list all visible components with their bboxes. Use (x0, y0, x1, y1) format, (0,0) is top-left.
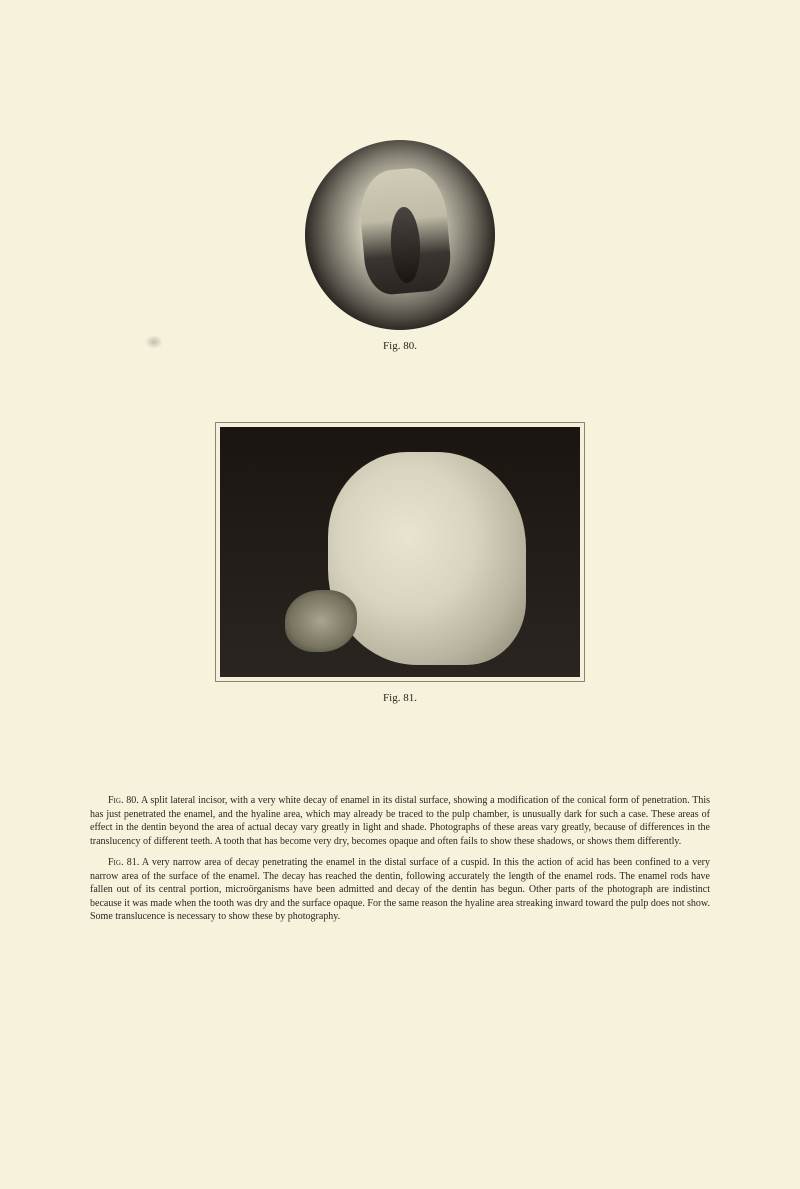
figure-80-image (305, 140, 495, 330)
caption-fig80-label: Fig. 80. (108, 795, 139, 806)
page-smudge (145, 335, 163, 349)
figure-80-label: Fig. 80. (383, 340, 417, 352)
figure-81-frame (215, 422, 585, 682)
figure-81-image (220, 427, 580, 677)
figure-81-label: Fig. 81. (383, 692, 417, 704)
caption-fig80: Fig. 80. A split lateral incisor, with a… (90, 794, 710, 848)
figure-81-container: Fig. 81. (90, 422, 710, 704)
caption-fig81: Fig. 81. A very narrow area of decay pen… (90, 856, 710, 924)
page-container: Fig. 80. Fig. 81. Fig. 80. A split later… (0, 0, 800, 1189)
figure-80-container: Fig. 80. (90, 140, 710, 352)
caption-fig81-text: A very narrow area of decay penetrating … (90, 857, 710, 922)
caption-fig80-text: A split lateral incisor, with a very whi… (90, 795, 710, 847)
caption-fig81-label: Fig. 81. (108, 857, 139, 868)
caption-block: Fig. 80. A split lateral incisor, with a… (90, 794, 710, 924)
